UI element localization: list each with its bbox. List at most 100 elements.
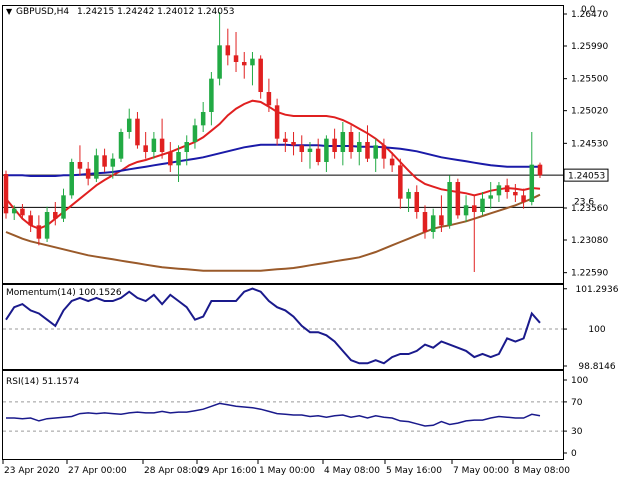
candle-body — [447, 182, 452, 226]
time-tick-label: 5 May 16:00 — [386, 466, 442, 476]
candle-body — [291, 142, 296, 146]
candle-body — [307, 148, 313, 152]
candle-body — [537, 164, 543, 176]
rsi-tick-label: 0 — [571, 449, 577, 459]
candle-body — [529, 164, 535, 202]
candle-body — [324, 138, 329, 162]
candle-body — [357, 142, 362, 152]
current-price-label: 1.24053 — [568, 172, 605, 182]
candle-body — [513, 192, 518, 196]
time-tick-label: 1 May 00:00 — [259, 466, 315, 476]
symbol-title: GBPUSD,H4 — [16, 7, 69, 17]
candle-body — [217, 45, 222, 79]
momentum-line — [5, 287, 541, 365]
candle-body — [3, 174, 9, 214]
candle-body — [398, 165, 403, 199]
candle-body — [200, 112, 206, 126]
candle-body — [480, 198, 485, 212]
candle-body — [472, 205, 477, 212]
candle-body — [11, 208, 17, 214]
candle-body — [521, 195, 526, 202]
time-tick-label: 29 Apr 16:00 — [198, 466, 257, 476]
candle-body — [159, 138, 165, 152]
rsi-panel-frame — [2, 370, 564, 460]
fib-level-label: 23.6 — [574, 197, 594, 207]
time-tick-label: 28 Apr 08:00 — [144, 466, 203, 476]
candle-body — [266, 92, 272, 106]
candle-body — [85, 168, 91, 179]
candle-body — [283, 138, 288, 142]
rsi-line — [6, 402, 541, 427]
candle-body — [192, 125, 198, 142]
time-tick-label: 4 May 08:00 — [324, 466, 380, 476]
candle-body — [381, 145, 387, 159]
price-tick-label: 1.25500 — [571, 75, 608, 85]
candle-body — [348, 132, 354, 152]
candle-body — [332, 138, 337, 152]
price-layer: 1.26470 1.25990 1.25500 1.25020 1.24530 1.235… — [3, 10, 609, 279]
candle-body — [209, 78, 214, 112]
candle-body — [439, 215, 444, 226]
momentum-tick-label: 100 — [588, 325, 605, 335]
momentum-title: Momentum(14) 100.1526 — [6, 288, 122, 298]
candle-body — [118, 132, 124, 159]
price-tick-label: 1.23080 — [571, 236, 608, 246]
collapse-arrow-icon[interactable]: ▼ — [6, 7, 13, 16]
candle-body — [94, 155, 99, 179]
momentum-layer: 101.2936 100 98.8146 — [3, 285, 619, 372]
candle-body — [44, 212, 50, 239]
candle-body — [365, 142, 370, 159]
corner-value: 0.0 — [581, 5, 596, 15]
candle-body — [176, 152, 181, 166]
candle-body — [151, 138, 157, 152]
candle-body — [488, 195, 493, 199]
price-panel-frame — [2, 5, 564, 284]
candle-body — [36, 225, 42, 239]
candle-body — [250, 58, 255, 66]
candle-body — [430, 215, 436, 232]
candle-body — [225, 45, 231, 56]
candle-body — [77, 162, 83, 169]
price-tick-label: 1.25990 — [571, 42, 608, 52]
candle-body — [53, 212, 58, 219]
candle-body — [168, 152, 173, 166]
candle-body — [135, 118, 140, 146]
candle-body — [20, 208, 25, 216]
time-tick-label: 8 May 08:00 — [514, 466, 570, 476]
time-tick-label: 23 Apr 2020 — [4, 466, 60, 476]
momentum-tick-label: 98.8146 — [578, 362, 615, 372]
candle-body — [373, 145, 378, 159]
rsi-tick-label: 30 — [571, 427, 583, 437]
time-tick-label: 7 May 00:00 — [453, 466, 509, 476]
candle-body — [274, 105, 280, 139]
momentum-panel-frame — [2, 284, 564, 370]
price-tick-label: 1.26470 — [571, 10, 608, 20]
candle-body — [28, 215, 33, 226]
candle-body — [126, 118, 132, 132]
candle-body — [299, 145, 305, 152]
candle-body — [389, 158, 395, 166]
candle-body — [463, 205, 469, 216]
candle-body — [406, 192, 411, 199]
candle-body — [69, 162, 74, 196]
candle-body — [496, 185, 502, 196]
candle-body — [184, 142, 189, 152]
rsi-tick-label: 70 — [571, 398, 583, 408]
rsi-tick-label: 100 — [571, 376, 588, 386]
price-tick-label: 1.25020 — [571, 107, 608, 117]
current-price-tag — [563, 168, 609, 182]
candle-body — [504, 185, 510, 192]
candle-body — [315, 148, 321, 162]
candle-body — [61, 195, 66, 219]
candle-body — [422, 212, 428, 232]
price-tick-label: 1.22590 — [571, 269, 608, 279]
ohlc-values: 1.24215 1.24242 1.24012 1.24053 — [77, 7, 234, 17]
candle-body — [110, 158, 116, 167]
rsi-layer: 100 70 30 0 — [3, 376, 588, 459]
candle-body — [241, 62, 247, 66]
candle-body — [102, 155, 107, 167]
candle-body — [233, 55, 239, 62]
candle-body — [455, 182, 461, 216]
